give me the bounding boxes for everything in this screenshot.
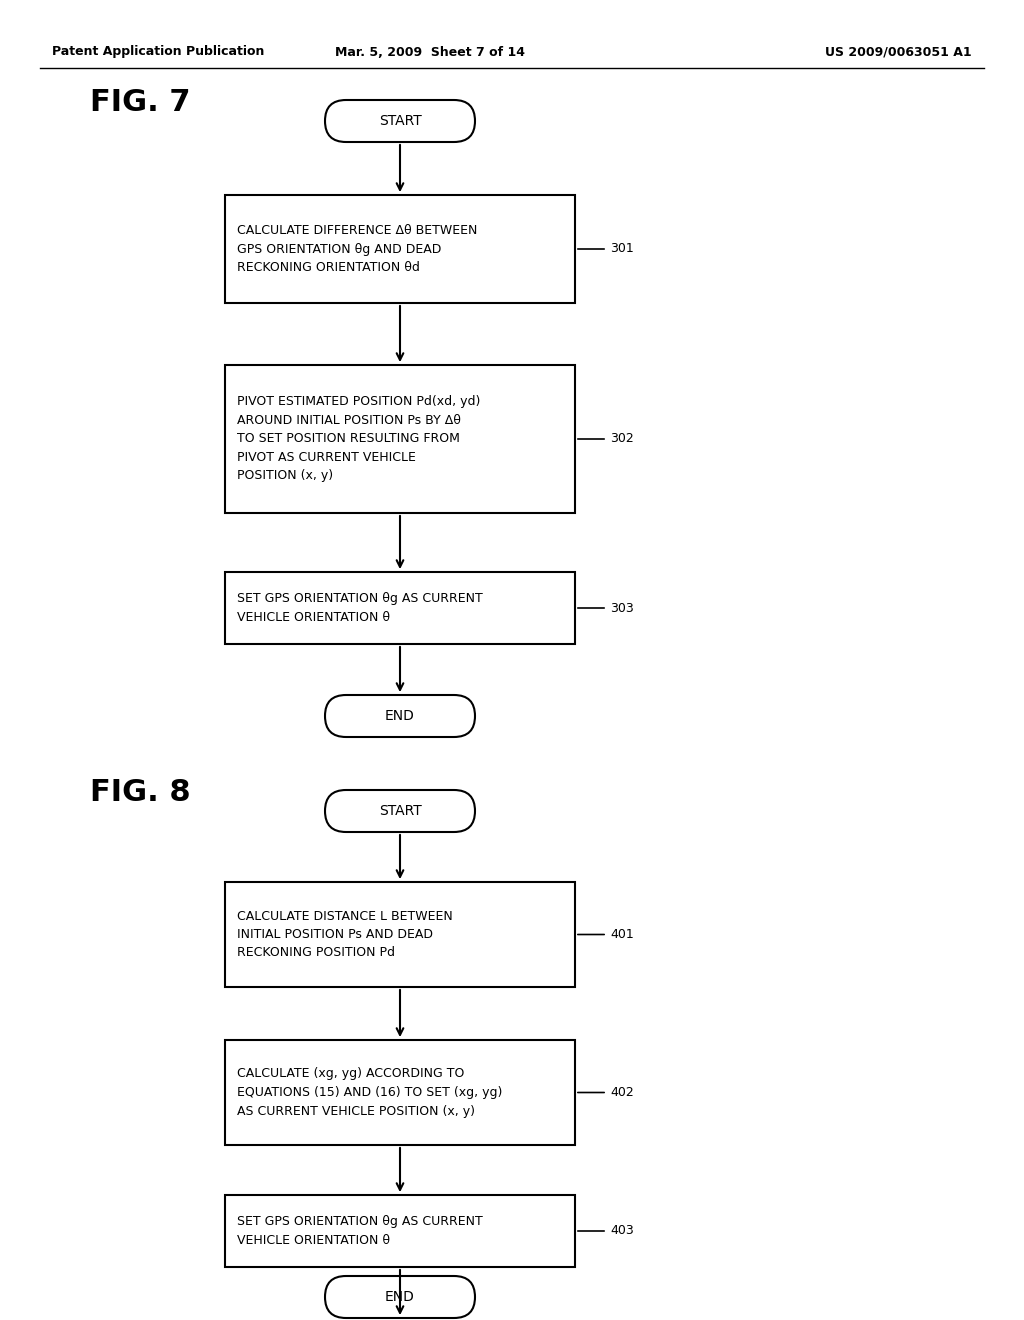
FancyBboxPatch shape: [325, 789, 475, 832]
FancyBboxPatch shape: [325, 100, 475, 143]
Text: FIG. 8: FIG. 8: [90, 777, 190, 807]
Text: US 2009/0063051 A1: US 2009/0063051 A1: [825, 45, 972, 58]
Text: FIG. 7: FIG. 7: [90, 88, 190, 117]
Text: CALCULATE DISTANCE L BETWEEN
INITIAL POSITION Ps AND DEAD
RECKONING POSITION Pd: CALCULATE DISTANCE L BETWEEN INITIAL POS…: [237, 909, 453, 960]
Text: SET GPS ORIENTATION θg AS CURRENT
VEHICLE ORIENTATION θ: SET GPS ORIENTATION θg AS CURRENT VEHICL…: [237, 593, 482, 624]
Bar: [225, 1195, 575, 1267]
Bar: [225, 366, 575, 513]
Bar: [225, 882, 575, 987]
Text: START: START: [379, 804, 421, 818]
Text: 402: 402: [610, 1086, 634, 1100]
Text: END: END: [385, 709, 415, 723]
Text: 401: 401: [610, 928, 634, 941]
Bar: [225, 195, 575, 304]
Bar: [225, 1040, 575, 1144]
FancyBboxPatch shape: [325, 696, 475, 737]
Bar: [225, 572, 575, 644]
Text: 403: 403: [610, 1225, 634, 1238]
Text: Patent Application Publication: Patent Application Publication: [52, 45, 264, 58]
Text: CALCULATE DIFFERENCE Δθ BETWEEN
GPS ORIENTATION θg AND DEAD
RECKONING ORIENTATIO: CALCULATE DIFFERENCE Δθ BETWEEN GPS ORIE…: [237, 224, 477, 275]
Text: 301: 301: [610, 243, 634, 256]
Text: 302: 302: [610, 433, 634, 446]
Text: CALCULATE (xg, yg) ACCORDING TO
EQUATIONS (15) AND (16) TO SET (xg, yg)
AS CURRE: CALCULATE (xg, yg) ACCORDING TO EQUATION…: [237, 1068, 503, 1118]
Text: END: END: [385, 1290, 415, 1304]
Text: Mar. 5, 2009  Sheet 7 of 14: Mar. 5, 2009 Sheet 7 of 14: [335, 45, 525, 58]
Text: START: START: [379, 114, 421, 128]
Text: SET GPS ORIENTATION θg AS CURRENT
VEHICLE ORIENTATION θ: SET GPS ORIENTATION θg AS CURRENT VEHICL…: [237, 1216, 482, 1247]
Text: PIVOT ESTIMATED POSITION Pd(xd, yd)
AROUND INITIAL POSITION Ps BY Δθ
TO SET POSI: PIVOT ESTIMATED POSITION Pd(xd, yd) AROU…: [237, 396, 480, 483]
FancyBboxPatch shape: [325, 1276, 475, 1317]
Text: 303: 303: [610, 602, 634, 615]
